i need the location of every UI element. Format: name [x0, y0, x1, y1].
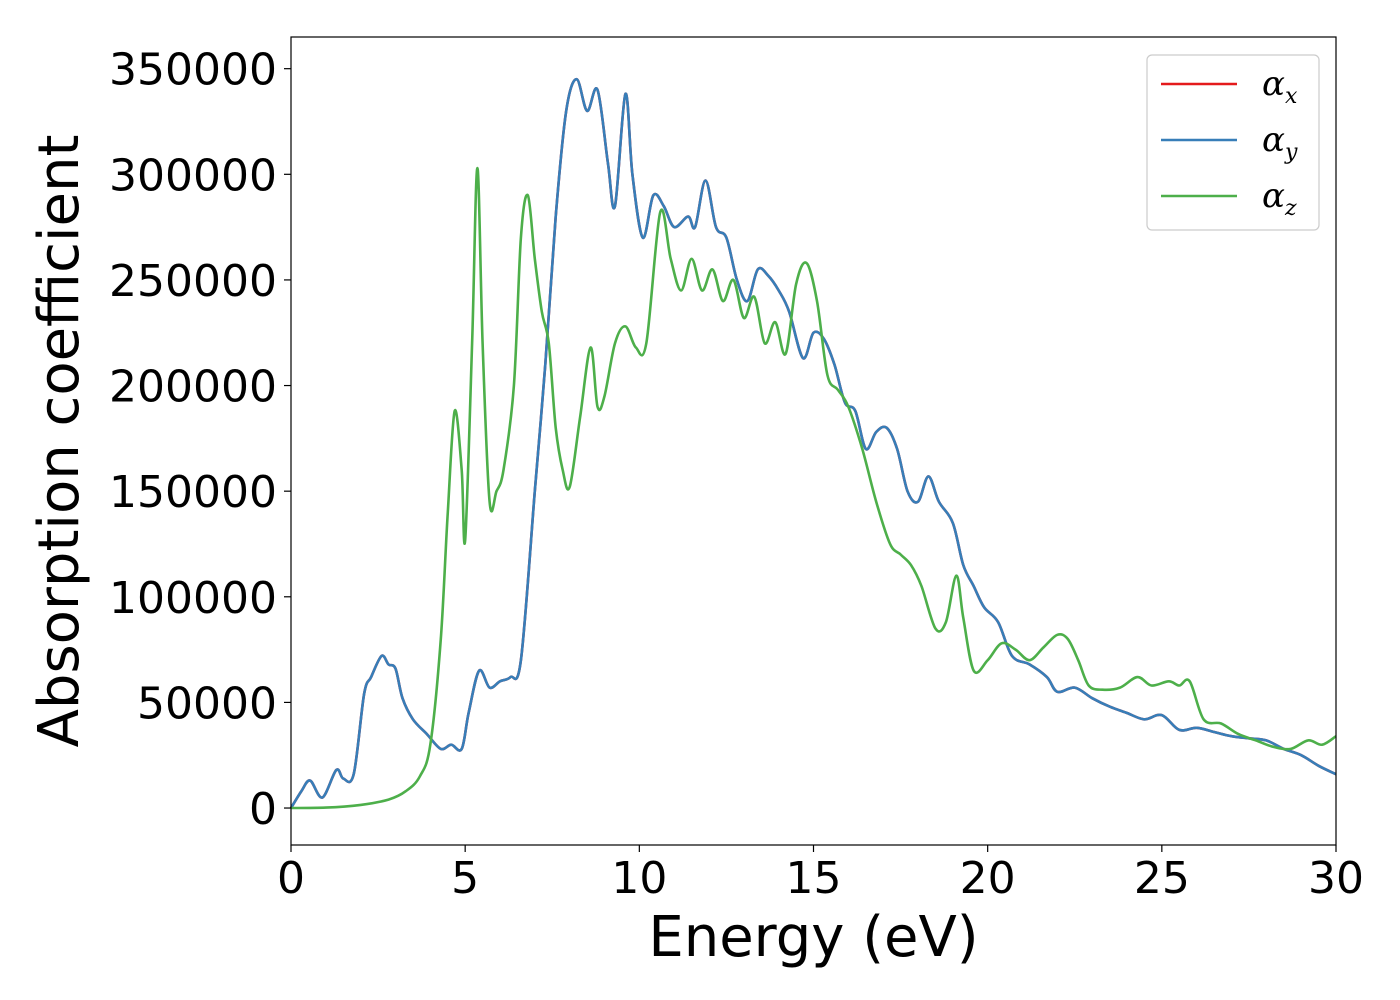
y-tick-label: 200000 — [109, 362, 277, 413]
y-tick-label: 250000 — [109, 256, 277, 307]
y-tick-label: 350000 — [109, 45, 277, 96]
series-layer — [289, 77, 1337, 810]
x-tick-label: 5 — [451, 853, 479, 904]
y-tick-label: 0 — [249, 784, 277, 835]
y-tick-label: 300000 — [109, 150, 277, 201]
x-tick-label: 25 — [1134, 853, 1190, 904]
legend-box — [1146, 54, 1320, 231]
y-axis-label: Absorption coefficient — [27, 135, 92, 748]
x-tick-label: 0 — [277, 853, 305, 904]
legend: αx αy αz — [1146, 54, 1320, 231]
x-axis: 0 5 10 15 20 25 30 — [277, 845, 1364, 904]
x-axis-label: Energy (eV) — [648, 905, 978, 970]
x-tick-label: 10 — [611, 853, 667, 904]
y-tick-label: 100000 — [109, 573, 277, 624]
legend-label-z: αz — [1262, 176, 1297, 221]
x-tick-label: 30 — [1308, 853, 1364, 904]
y-tick-label: 50000 — [137, 678, 277, 729]
series-line-z — [290, 166, 1337, 810]
y-axis: 0 50000 100000 150000 200000 250000 300000 3500… — [109, 45, 291, 835]
legend-label-y: αy — [1262, 120, 1298, 165]
legend-label-x: αx — [1262, 64, 1298, 109]
x-tick-label: 15 — [786, 853, 842, 904]
x-tick-label: 20 — [960, 853, 1016, 904]
series-line-y — [289, 77, 1337, 809]
y-tick-label: 150000 — [109, 467, 277, 518]
